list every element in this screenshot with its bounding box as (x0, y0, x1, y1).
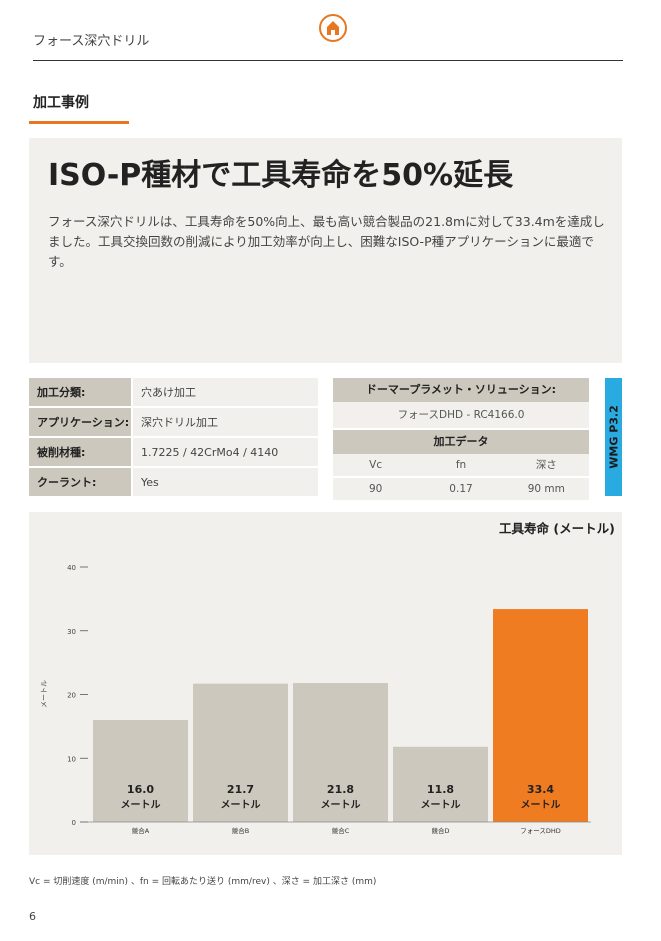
bar-unit-label: メートル (521, 799, 561, 811)
x-tick-label: 競合D (431, 826, 449, 835)
bar-value-label: 21.8 (327, 783, 354, 796)
footnote: Vc = 切削速度 (m/min) 、fn = 回転あたり送り (mm/rev)… (29, 877, 377, 887)
chart-title: 工具寿命 (メートル) (499, 521, 615, 536)
machining-data-title: 加工データ (333, 430, 589, 454)
info-value: 深穴ドリル加工 (132, 407, 318, 438)
x-tick-label: 競合B (232, 826, 249, 835)
y-axis-label: メートル (40, 680, 48, 708)
hero-body: フォース深穴ドリルは、工具寿命を50%向上、最も高い競合製品の21.8mに対して… (48, 214, 605, 269)
y-tick-label: 0 (72, 819, 76, 827)
x-tick-label: 競合A (132, 826, 150, 835)
bar-value-label: 21.7 (227, 783, 254, 796)
application-info-table: 加工分類: 穴あけ加工 アプリケーション: 深穴ドリル加工 被削材種: 1.72… (29, 378, 318, 498)
document-title: フォース深穴ドリル (33, 34, 150, 49)
machining-data-header: fn (455, 459, 467, 471)
info-label: 加工分類: (29, 378, 133, 408)
info-label: 被削材種: (29, 437, 133, 468)
chart-bar (93, 720, 188, 822)
machining-data-header: 深さ (535, 459, 557, 471)
bar-unit-label: メートル (421, 799, 461, 811)
side-tab: WMG P3.2 (605, 378, 622, 496)
section-underline (29, 121, 129, 124)
info-label: クーラント: (29, 467, 133, 498)
y-tick-label: 30 (67, 628, 76, 636)
info-row: 加工分類: 穴あけ加工 (29, 378, 318, 408)
chart-bar (193, 683, 288, 822)
hero-title: ISO-P種材で工具寿命を50%延長 (48, 158, 514, 193)
bar-value-label: 33.4 (527, 783, 554, 796)
bar-unit-label: メートル (121, 799, 161, 811)
y-tick-label: 10 (67, 755, 76, 763)
solution-title: ドーマープラメット・ソリューション: (333, 378, 589, 402)
info-value: Yes (132, 467, 318, 498)
x-tick-label: 競合C (332, 826, 350, 835)
bar-unit-label: メートル (321, 799, 361, 811)
machining-data-value: 0.17 (449, 483, 473, 495)
page-number: 6 (29, 910, 36, 923)
y-tick-label: 20 (67, 692, 76, 700)
solution-panel: ドーマープラメット・ソリューション: フォースDHD - RC4166.0 加工… (333, 378, 589, 500)
header-divider (33, 60, 623, 61)
machining-data-values: 90 0.17 90 mm (333, 476, 589, 500)
section-title: 加工事例 (33, 95, 89, 111)
machining-data-value: 90 (368, 483, 383, 495)
machining-data-header: Vc (369, 459, 383, 471)
chart-bar (293, 683, 388, 822)
solution-value: フォースDHD - RC4166.0 (333, 402, 589, 428)
bar-unit-label: メートル (221, 799, 261, 811)
info-value: 穴あけ加工 (132, 378, 318, 408)
machining-data-headers: Vc fn 深さ (333, 454, 589, 476)
hero-panel (29, 138, 622, 363)
chart-bar (393, 746, 488, 822)
chart-bar (493, 609, 588, 822)
home-icon[interactable] (319, 14, 347, 42)
info-value: 1.7225 / 42CrMo4 / 4140 (132, 437, 318, 468)
info-row: クーラント: Yes (29, 467, 318, 498)
info-row: アプリケーション: 深穴ドリル加工 (29, 407, 318, 438)
info-label: アプリケーション: (29, 407, 133, 438)
machining-data-value: 90 mm (527, 483, 565, 495)
y-tick-label: 40 (67, 564, 76, 572)
bar-value-label: 11.8 (427, 783, 454, 796)
info-row: 被削材種: 1.7225 / 42CrMo4 / 4140 (29, 437, 318, 468)
x-tick-label: フォースDHD (520, 827, 561, 835)
bar-value-label: 16.0 (127, 783, 154, 796)
